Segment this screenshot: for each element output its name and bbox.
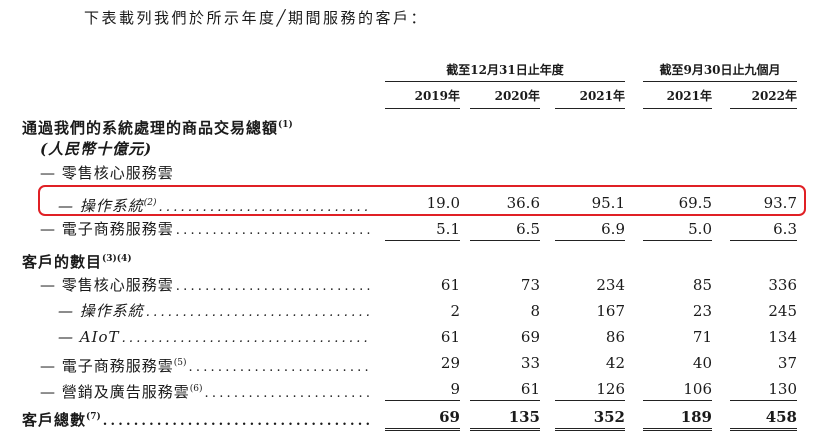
leader-dots: ........................................ (145, 305, 372, 320)
table-cell: 134 (768, 328, 797, 346)
table-cell: 29 (440, 354, 460, 372)
footnote-ref: (1) (278, 120, 293, 130)
table-row: — 電子商務服務雲(5)............................… (0, 352, 827, 374)
table-row: — AIoT..................................… (0, 326, 827, 348)
row-label: — 操作系統..................................… (58, 300, 372, 322)
table-cell: 5.0 (643, 218, 712, 241)
table-row: 通過我們的系統處理的商品交易總額(1) (0, 114, 827, 137)
leader-dots: ........................................ (102, 414, 372, 428)
footnote-ref: (6) (189, 384, 203, 394)
table-cell: 37 (777, 354, 797, 372)
footnote-ref: (3)(4) (102, 254, 132, 264)
table-cell: 6.3 (730, 218, 797, 241)
row-label: 客戶總數(7).................................… (22, 406, 372, 428)
table-cell: 5.1 (385, 218, 460, 241)
table-row: (人民幣十億元) (0, 138, 827, 160)
table-cell: 61 (440, 276, 460, 294)
leader-dots: ........................................ (158, 200, 372, 214)
footnote-ref: (7) (86, 412, 101, 422)
table-cell: 69.5 (678, 194, 712, 212)
leader-dots: ........................................ (188, 360, 372, 374)
column-group-header: 截至12月31日止年度 (385, 61, 625, 82)
table-row: 客戶總數(7).................................… (0, 406, 827, 431)
table-cell: 126 (555, 378, 625, 401)
table-cell: 33 (520, 354, 540, 372)
table-cell: 130 (730, 378, 797, 401)
year-header: 2021年 (643, 86, 712, 109)
table-cell: 71 (692, 328, 712, 346)
table-row: — 營銷及廣告服務雲(6)...........................… (0, 378, 827, 401)
table-cell: 189 (643, 406, 712, 431)
year-header: 2021年 (555, 86, 625, 109)
table-cell: 69 (520, 328, 540, 346)
table-row: — 零售核心服務雲 (0, 162, 827, 184)
table-cell: 245 (768, 302, 797, 320)
table-cell: 23 (692, 302, 712, 320)
table-cell: 135 (470, 406, 540, 431)
table-cell: 2 (450, 302, 460, 320)
year-header: 2022年 (730, 86, 797, 109)
table-cell: 8 (530, 302, 540, 320)
year-header: 2019年 (385, 86, 460, 109)
table-cell: 73 (520, 276, 540, 294)
table-cell: 167 (596, 302, 625, 320)
table-cell: 95.1 (591, 194, 625, 212)
table-cell: 458 (730, 406, 797, 431)
table-row: — 操作系統(2)...............................… (0, 192, 827, 214)
intro-text: 下表載列我們於所示年度╱期間服務的客戶： (84, 9, 429, 27)
leader-dots: ........................................ (121, 331, 372, 346)
row-label: — 電子商務服務雲...............................… (40, 218, 372, 240)
table-cell: 336 (768, 276, 797, 294)
row-label: — 電子商務服務雲(5)............................… (40, 352, 372, 374)
table-cell: 61 (440, 328, 460, 346)
table-cell: 6.5 (470, 218, 540, 241)
table-row: — 電子商務服務雲...............................… (0, 218, 827, 241)
row-label: — 零售核心服務雲 (40, 164, 174, 182)
footnote-ref: (2) (143, 198, 157, 208)
table-cell: 352 (555, 406, 625, 431)
table-cell: 9 (385, 378, 460, 401)
row-label: — 營銷及廣告服務雲(6)...........................… (40, 378, 372, 400)
table-row: — 零售核心服務雲...............................… (0, 274, 827, 296)
footnote-ref: (5) (173, 358, 187, 368)
table-cell: 86 (605, 328, 625, 346)
table-cell: 69 (385, 406, 460, 431)
row-label: — AIoT..................................… (58, 326, 372, 348)
table-cell: 61 (470, 378, 540, 401)
table-cell: 6.9 (555, 218, 625, 241)
table-cell: 106 (643, 378, 712, 401)
column-group-header: 截至9月30日止九個月 (643, 61, 797, 82)
table-row: 客戶的數目(3)(4) (0, 248, 827, 271)
table-row: — 操作系統..................................… (0, 300, 827, 322)
table-cell: 40 (692, 354, 712, 372)
table-cell: 42 (605, 354, 625, 372)
table-cell: 19.0 (426, 194, 460, 212)
table-cell: 93.7 (763, 194, 797, 212)
row-label: — 操作系統(2)...............................… (58, 192, 372, 214)
leader-dots: ........................................ (204, 386, 372, 400)
leader-dots: ........................................ (175, 223, 372, 238)
leader-dots: ........................................ (175, 279, 372, 294)
table-cell: 234 (596, 276, 625, 294)
table-cell: 85 (692, 276, 712, 294)
highlight-box (38, 185, 806, 216)
table-cell: 36.6 (506, 194, 540, 212)
row-label: 通過我們的系統處理的商品交易總額(1) (22, 119, 293, 137)
row-label: 客戶的數目(3)(4) (22, 253, 132, 271)
year-header: 2020年 (470, 86, 540, 109)
row-label: — 零售核心服務雲...............................… (40, 274, 372, 296)
row-label: (人民幣十億元) (40, 140, 153, 158)
